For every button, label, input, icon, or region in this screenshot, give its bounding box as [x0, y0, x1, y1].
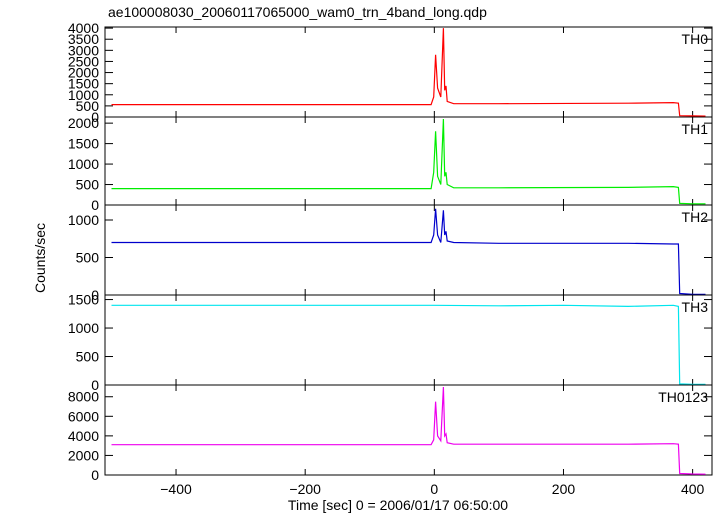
series-line-th0	[111, 28, 706, 117]
x-tick-label: −400	[160, 481, 192, 497]
y-tick-label: 1000	[68, 156, 99, 172]
y-tick-label: 2000	[68, 115, 99, 131]
y-tick-label: 2500	[68, 53, 99, 69]
y-tick-label: 8000	[68, 389, 99, 405]
series-line-th2	[111, 208, 706, 295]
x-tick-label: 0	[430, 481, 438, 497]
y-tick-label: 0	[91, 377, 99, 393]
y-tick-label: 500	[76, 349, 100, 365]
panels-group: 05001000150020002500300035004000TH005001…	[68, 20, 713, 483]
y-tick-label: 4000	[68, 20, 99, 36]
y-tick-label: 500	[76, 98, 100, 114]
panel-frame	[104, 116, 713, 206]
series-line-th1	[111, 118, 706, 205]
y-tick-label: 3500	[68, 31, 99, 47]
y-tick-label: 0	[91, 109, 99, 125]
panel-frame	[104, 384, 713, 476]
y-tick-label: 3000	[68, 42, 99, 58]
y-tick-label: 1000	[68, 320, 99, 336]
panel-label-th2: TH2	[682, 209, 709, 225]
panel-frame	[104, 294, 713, 386]
x-axis: −400 −200 0 200 400	[160, 481, 704, 497]
y-tick-label: 500	[76, 177, 100, 193]
y-tick-label: 2000	[68, 447, 99, 463]
y-tick-label: 2000	[68, 65, 99, 81]
series-line-th3	[111, 304, 706, 385]
x-tick-label: 200	[552, 481, 576, 497]
y-tick-label: 0	[91, 467, 99, 483]
panel-label-th3: TH3	[682, 299, 709, 315]
x-axis-label: Time [sec] 0 = 2006/01/17 06:50:00	[288, 497, 508, 513]
y-tick-label: 6000	[68, 408, 99, 424]
chart-title: ae100008030_20060117065000_wam0_trn_4ban…	[108, 4, 487, 20]
x-tick-label: −200	[289, 481, 321, 497]
panel-label-th0: TH0	[682, 31, 709, 47]
y-tick-label: 4000	[68, 428, 99, 444]
y-tick-label: 1000	[68, 212, 99, 228]
panel-th3: 0 500 1000 1500 TH3	[68, 292, 713, 393]
panel-th0123: 0 2000 4000 6000 8000 TH0123	[68, 384, 713, 483]
y-tick-label: 0	[91, 197, 99, 213]
panel-frame	[104, 204, 713, 296]
y-tick-label: 1500	[68, 76, 99, 92]
y-tick-label: 1500	[68, 292, 99, 308]
x-tick-label: 400	[681, 481, 705, 497]
series-line-th0123	[111, 386, 706, 475]
y-tick-label: 1500	[68, 136, 99, 152]
panel-label-th0123: TH0123	[658, 389, 708, 405]
panel-th2: 0 500 1000 TH2	[68, 204, 713, 303]
y-tick-label: 0	[91, 287, 99, 303]
y-tick-label: 1000	[68, 87, 99, 103]
y-tick-label: 500	[76, 250, 100, 266]
panel-th1: 0 500 1000 1500 2000 TH1	[68, 115, 713, 213]
y-axis-label: Counts/sec	[32, 223, 48, 293]
panel-label-th1: TH1	[682, 121, 709, 137]
